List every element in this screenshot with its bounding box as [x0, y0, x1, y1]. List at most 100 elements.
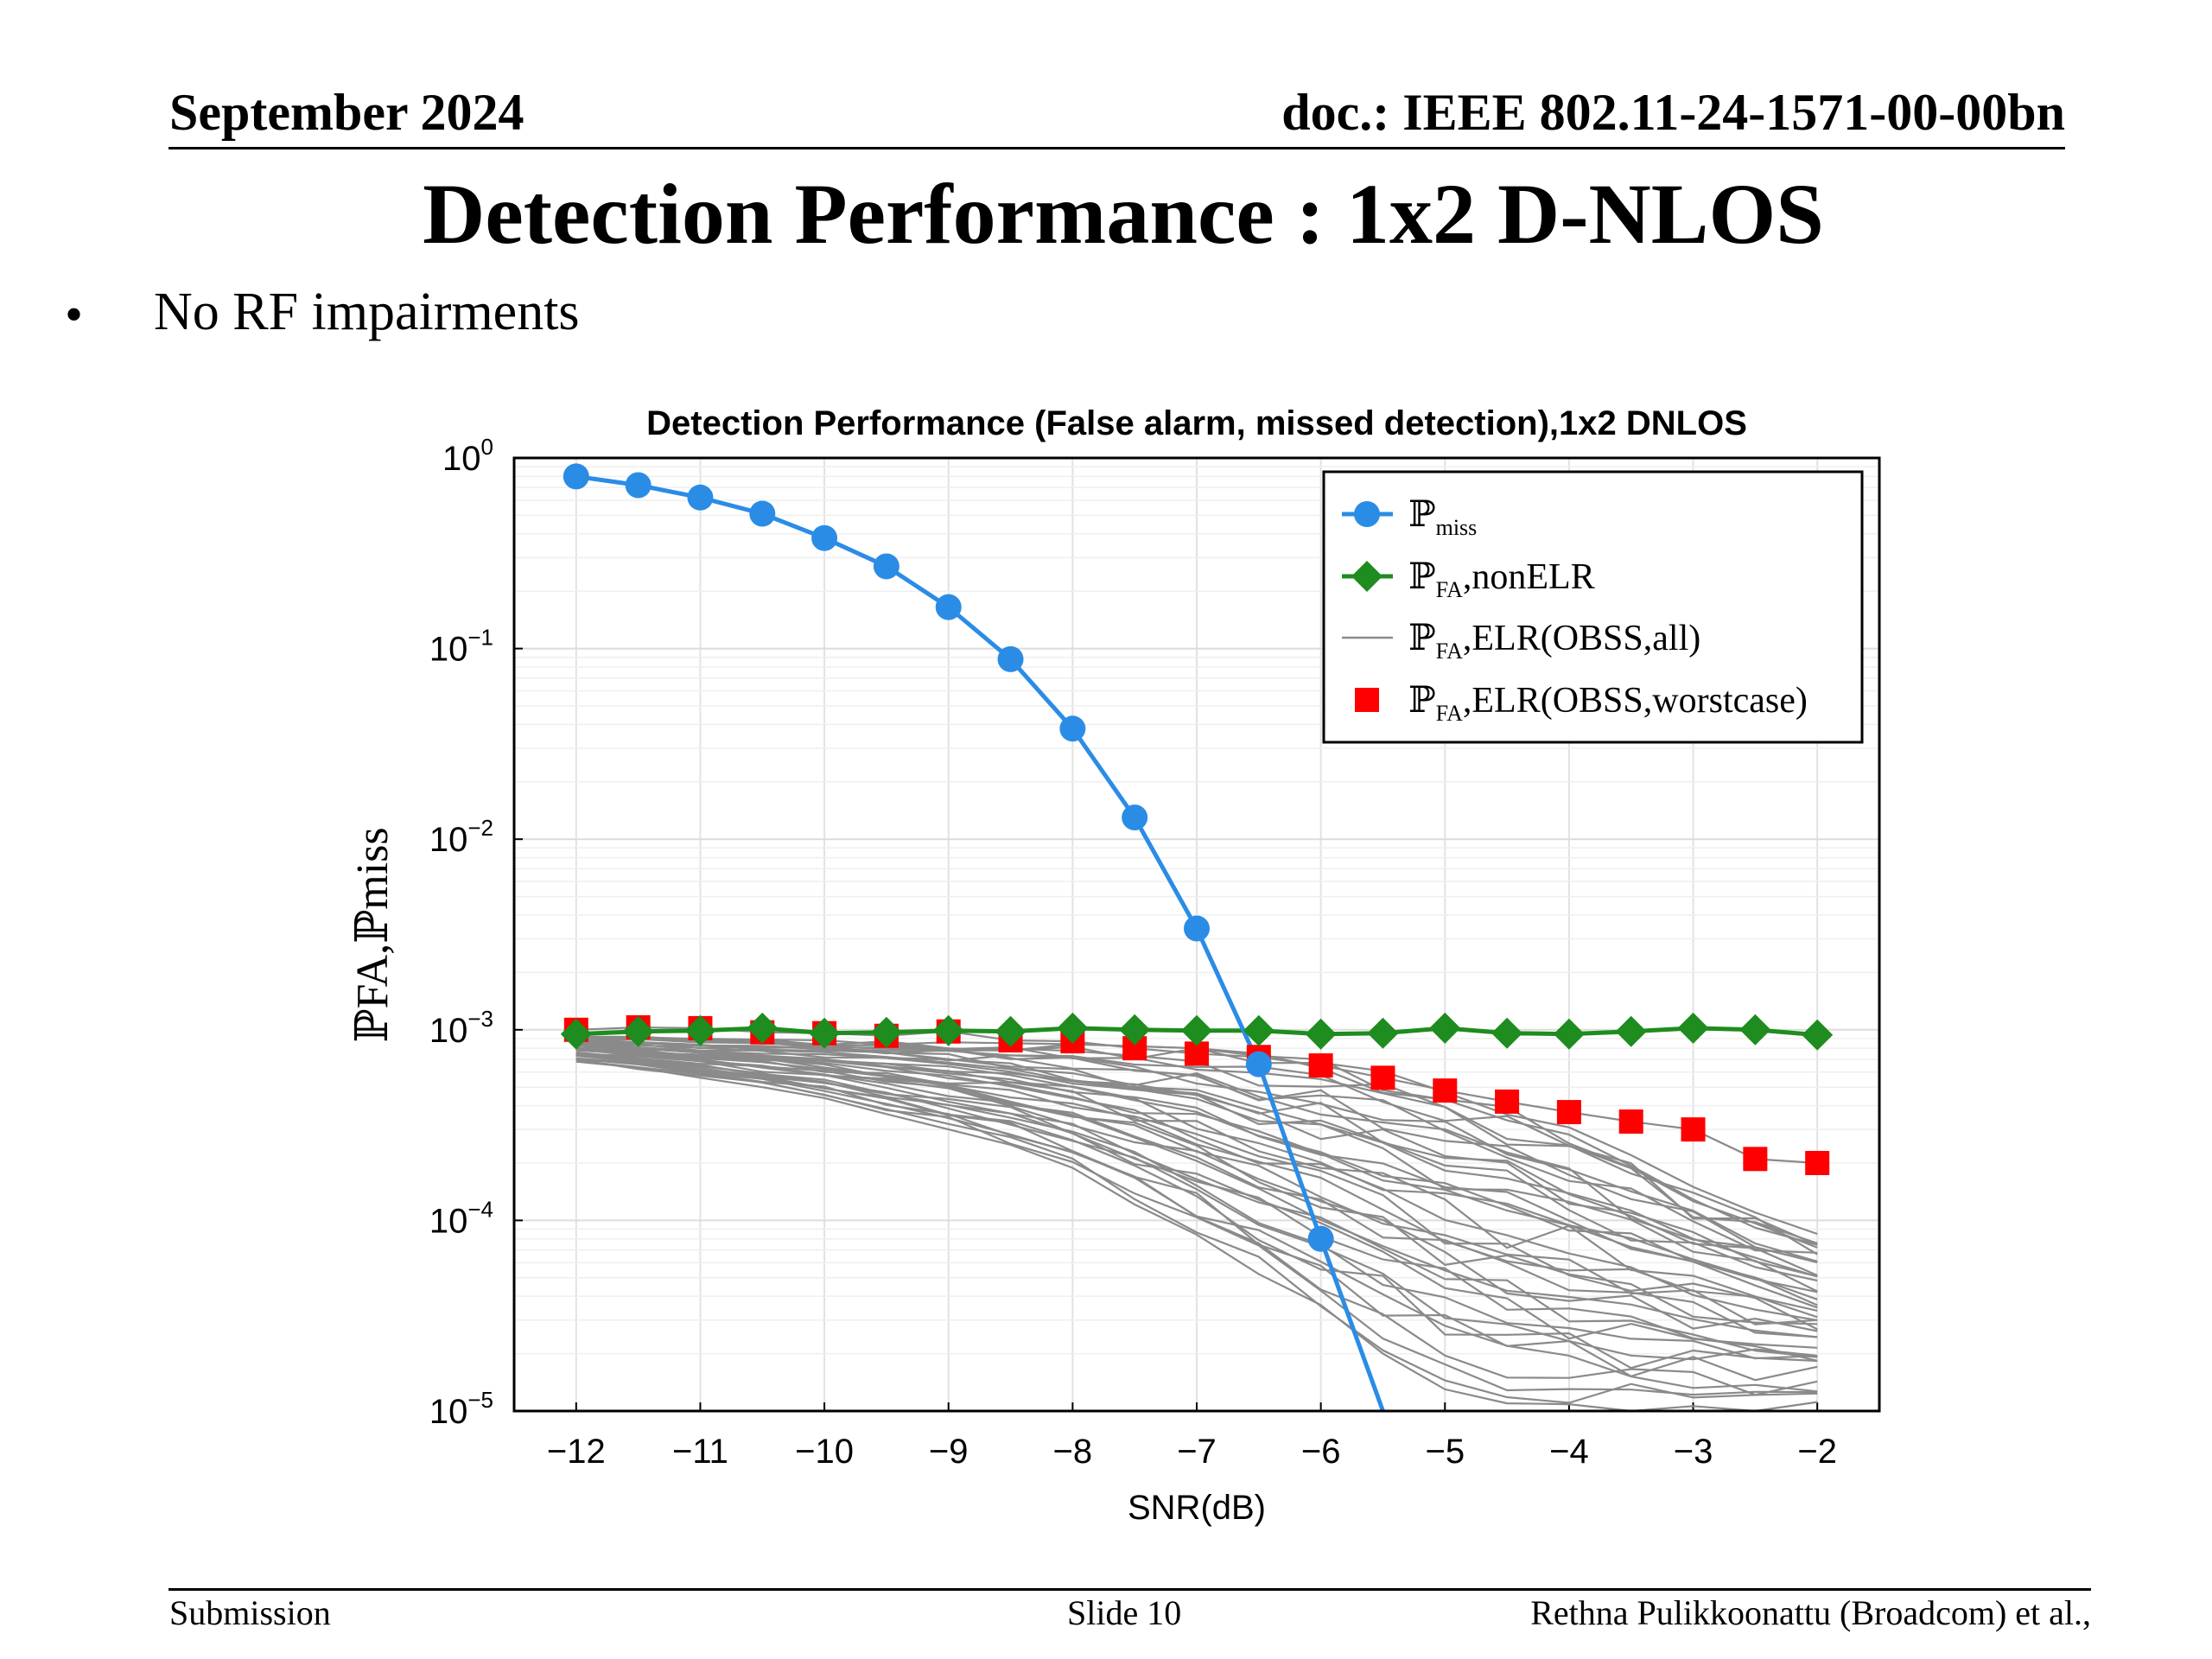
worst-point — [1681, 1117, 1706, 1142]
worst-point — [1743, 1147, 1768, 1172]
legend-label-nonelr: ℙFA,nonELR — [1408, 557, 1595, 602]
obss-all-curve — [575, 1052, 1818, 1358]
nonelr-point — [809, 1017, 841, 1049]
slide-title: Detection Performance : 1x2 D-NLOS — [423, 166, 1824, 262]
miss-point — [1184, 915, 1210, 942]
miss-point — [1122, 804, 1148, 831]
nonelr-point — [870, 1016, 902, 1048]
nonelr-point — [1491, 1017, 1523, 1049]
bullet-dot-icon: • — [65, 286, 84, 343]
worst-point — [1370, 1065, 1395, 1090]
nonelr-point — [1677, 1012, 1709, 1044]
obss-all-curve — [575, 1046, 1818, 1319]
nonelr-point — [1243, 1014, 1274, 1046]
obss-all-curve — [575, 1053, 1818, 1360]
footer-divider — [168, 1588, 2091, 1591]
obss-all-curve — [575, 1058, 1818, 1393]
worst-point — [1433, 1078, 1458, 1103]
nonelr-point — [1802, 1019, 1834, 1051]
nonelr-point — [1367, 1017, 1399, 1049]
nonelr-point — [684, 1014, 716, 1046]
legend-label-miss: ℙmiss — [1408, 495, 1477, 540]
obss-all-curve — [575, 1042, 1818, 1278]
y-tick-label: 10−3 — [429, 1006, 493, 1050]
x-axis-label: SNR(dB) — [1128, 1489, 1266, 1527]
miss-point — [625, 472, 652, 499]
nonelr-point — [560, 1018, 592, 1050]
legend-box — [1322, 470, 1864, 744]
nonelr-point — [1739, 1014, 1771, 1046]
x-tick-label: −7 — [1177, 1433, 1217, 1471]
miss-point — [997, 645, 1024, 672]
x-tick-label: −6 — [1301, 1433, 1341, 1471]
x-tick-label: −10 — [795, 1433, 854, 1471]
header-divider — [168, 147, 2065, 149]
worst-point — [1495, 1089, 1520, 1114]
point-markers — [560, 463, 1834, 1252]
nonelr-point — [622, 1015, 654, 1047]
miss-point — [749, 500, 776, 527]
obss-all-curve — [575, 1053, 1818, 1362]
obss-all-curve — [575, 1040, 1818, 1277]
x-tick-label: −12 — [547, 1433, 606, 1471]
footer-submission: Submission — [169, 1593, 331, 1632]
legend-marker-worst — [1355, 688, 1379, 712]
obss-all-curve — [575, 1039, 1818, 1254]
chart-title: Detection Performance (False alarm, miss… — [646, 404, 1747, 442]
bullet-text: No RF impairments — [154, 283, 580, 341]
obss-all-curve — [575, 1057, 1818, 1382]
miss-point — [563, 463, 589, 490]
x-tick-label: −5 — [1425, 1433, 1465, 1471]
y-tick-label: 100 — [442, 434, 493, 478]
legend-marker-nonelr — [1351, 561, 1382, 592]
nonelr-point — [1119, 1014, 1151, 1046]
miss-point — [935, 594, 962, 620]
obss-all-curve — [575, 1054, 1818, 1370]
nonelr-point — [1429, 1012, 1461, 1044]
series-obss-all-curves — [575, 1035, 1818, 1411]
y-tick-label: 10−4 — [429, 1196, 493, 1240]
legend: ℙmiss ℙFA,nonELR ℙFA,ELR(OBSS,all) ℙFA,ELR(… — [1322, 470, 1864, 744]
legend-label-worst: ℙFA,ELR(OBSS,worstcase) — [1408, 681, 1808, 726]
obss-all-curve — [575, 1047, 1818, 1325]
miss-point — [1307, 1225, 1334, 1252]
worst-point — [1556, 1100, 1581, 1125]
nonelr-point — [1615, 1015, 1647, 1047]
footer-slide-number: Slide 10 — [1067, 1593, 1182, 1632]
y-axis-label: ℙFA,ℙmiss — [348, 827, 397, 1042]
header-date: September 2024 — [169, 84, 524, 141]
miss-point — [1059, 715, 1086, 742]
x-tick-label: −3 — [1674, 1433, 1713, 1471]
x-tick-label: −8 — [1053, 1433, 1093, 1471]
miss-point — [1245, 1051, 1272, 1077]
worst-point — [1308, 1053, 1333, 1078]
marker-layer — [560, 463, 1834, 1252]
worst-point — [1805, 1150, 1830, 1175]
miss-point — [873, 553, 899, 580]
obss-all-curve — [575, 1052, 1818, 1361]
series-miss-line — [575, 474, 1385, 1411]
obss-all-curve — [575, 1060, 1818, 1411]
x-tick-label: −11 — [672, 1433, 728, 1471]
footer-author: Rethna Pulikkoonattu (Broadcom) et al., — [1530, 1593, 2091, 1632]
header-doc-id: doc.: IEEE 802.11-24-1571-00-00bn — [1281, 84, 2065, 141]
nonelr-point — [1181, 1014, 1212, 1046]
miss-point — [811, 524, 838, 551]
x-tick-label: −9 — [929, 1433, 969, 1471]
obss-all-curve — [575, 1048, 1818, 1331]
obss-all-curve — [575, 1042, 1818, 1293]
nonelr-point — [932, 1014, 964, 1046]
obss-all-curve — [575, 1036, 1818, 1255]
miss-point — [687, 484, 714, 511]
x-tick-label: −2 — [1797, 1433, 1837, 1471]
nonelr-point — [747, 1012, 779, 1044]
y-tick-label: 10−5 — [429, 1387, 493, 1431]
nonelr-point — [995, 1015, 1027, 1047]
axis-ticks: −12 −11 −10 −9 −8 −7 −6 −5 −4 −3 −2 100 10−1 10−2 10−3… — [429, 434, 1837, 1471]
obss-all-curve — [575, 1041, 1818, 1278]
nonelr-point — [1057, 1012, 1089, 1044]
plot-frame — [512, 456, 1881, 1413]
nonelr-point — [1305, 1018, 1337, 1050]
nonelr-point — [1553, 1018, 1585, 1050]
legend-marker-miss — [1354, 501, 1380, 527]
